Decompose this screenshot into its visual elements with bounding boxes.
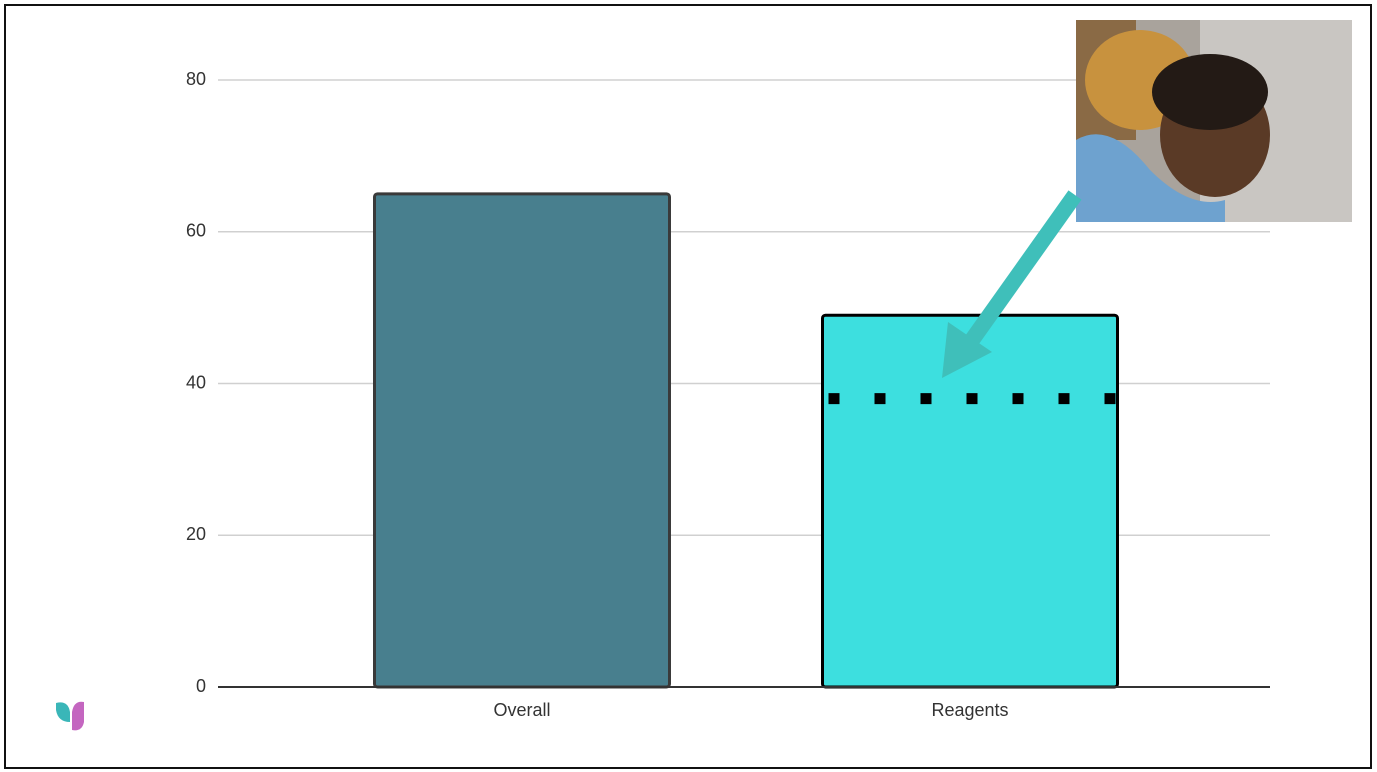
x-tick-label: Overall	[493, 700, 550, 720]
bar	[373, 192, 671, 689]
photo-hair-dark	[1152, 54, 1268, 130]
logo-left-leaf	[56, 702, 70, 722]
y-tick-label: 80	[186, 69, 206, 89]
logo	[56, 701, 84, 731]
bar	[821, 313, 1119, 689]
y-tick-label: 40	[186, 372, 206, 392]
photo-gown	[1076, 134, 1225, 222]
y-tick-label: 0	[196, 676, 206, 696]
photo	[1076, 20, 1352, 222]
plot-area: 0 20 40 60 80 Overall Reagents	[186, 69, 1270, 720]
y-tick-label: 60	[186, 221, 206, 241]
arrow	[942, 190, 1082, 378]
x-tick-label: Reagents	[931, 700, 1008, 720]
arrow-shaft	[965, 190, 1082, 345]
y-tick-label: 20	[186, 524, 206, 544]
arrow-head	[942, 322, 992, 378]
logo-right-leaf	[72, 701, 84, 731]
